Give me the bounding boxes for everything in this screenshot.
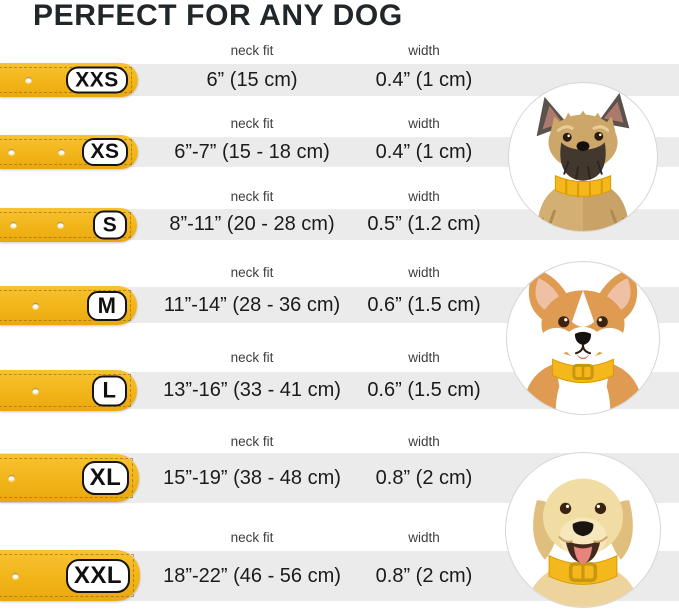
collar-hole	[10, 222, 17, 228]
collar-stitching	[0, 290, 131, 321]
neck-fit-header: neck fit	[230, 116, 274, 131]
collar-hole	[12, 572, 19, 579]
neck-fit-value: 15”-19” (38 - 48 cm)	[163, 466, 341, 489]
collar-hole	[57, 222, 64, 228]
collar-hole	[8, 149, 15, 155]
collar-stitching	[0, 212, 131, 238]
collar-strap: M	[0, 286, 137, 325]
collar-strap: XS	[0, 135, 138, 169]
neck-fit-header: neck fit	[230, 350, 274, 365]
width-header: width	[408, 350, 440, 365]
size-badge: L	[92, 375, 127, 406]
collar-stitching	[0, 458, 133, 498]
width-value: 0.4” (1 cm)	[375, 68, 473, 91]
neck-fit-header: neck fit	[230, 265, 274, 280]
width-header: width	[408, 189, 440, 204]
collar-strap: XXS	[0, 63, 138, 97]
width-header: width	[408, 116, 440, 131]
neck-fit-value: 13”-16” (33 - 41 cm)	[163, 379, 341, 401]
width-header: width	[408, 530, 440, 545]
corgi-dog-photo	[506, 261, 660, 415]
collar-strap: S	[0, 208, 137, 242]
neck-fit-header: neck fit	[230, 530, 274, 545]
collar-stitching	[0, 67, 132, 93]
width-header: width	[408, 434, 440, 449]
neck-fit-value: 8”-11” (20 - 28 cm)	[169, 213, 335, 235]
collar-stitching	[0, 139, 132, 165]
terrier-dog-photo	[508, 82, 658, 232]
size-badge: XL	[82, 461, 129, 495]
width-value: 0.4” (1 cm)	[375, 140, 473, 163]
width-value: 0.6” (1.5 cm)	[367, 293, 481, 316]
size-badge: M	[87, 290, 127, 321]
collar-stitching	[0, 374, 131, 407]
collar-hole	[58, 149, 65, 155]
labrador-dog-photo	[505, 452, 661, 608]
collar-strap: XXL	[0, 550, 140, 601]
collar-hole	[25, 77, 32, 83]
width-header: width	[408, 265, 440, 280]
neck-fit-value: 6”-7” (15 - 18 cm)	[174, 140, 330, 163]
neck-fit-header: neck fit	[230, 189, 274, 204]
width-header: width	[408, 43, 440, 58]
collar-hole	[8, 475, 15, 481]
size-badge: XS	[82, 138, 128, 166]
neck-fit-value: 6” (15 cm)	[206, 68, 298, 91]
collar-strap: L	[0, 370, 137, 411]
width-value: 0.8” (2 cm)	[375, 564, 473, 587]
neck-fit-header: neck fit	[230, 43, 274, 58]
size-badge: XXL	[66, 558, 130, 593]
neck-fit-value: 11”-14” (28 - 36 cm)	[163, 293, 341, 316]
corgi-dog-illustration	[522, 268, 644, 414]
size-badge: S	[93, 210, 127, 240]
size-badge: XXS	[66, 66, 128, 94]
collar-hole	[32, 387, 39, 394]
neck-fit-value: 18”-22” (46 - 56 cm)	[163, 564, 341, 587]
page-title: PERFECT FOR ANY DOG	[33, 0, 403, 32]
collar-stitching	[0, 554, 134, 597]
collar-hole	[32, 302, 39, 309]
neck-fit-header: neck fit	[230, 434, 274, 449]
labrador-dog-illustration	[526, 478, 640, 607]
width-value: 0.6” (1.5 cm)	[367, 379, 481, 401]
terrier-dog-illustration	[535, 92, 631, 231]
width-value: 0.5” (1.2 cm)	[367, 213, 481, 235]
collar-strap: XL	[0, 454, 139, 502]
width-value: 0.8” (2 cm)	[375, 466, 473, 489]
